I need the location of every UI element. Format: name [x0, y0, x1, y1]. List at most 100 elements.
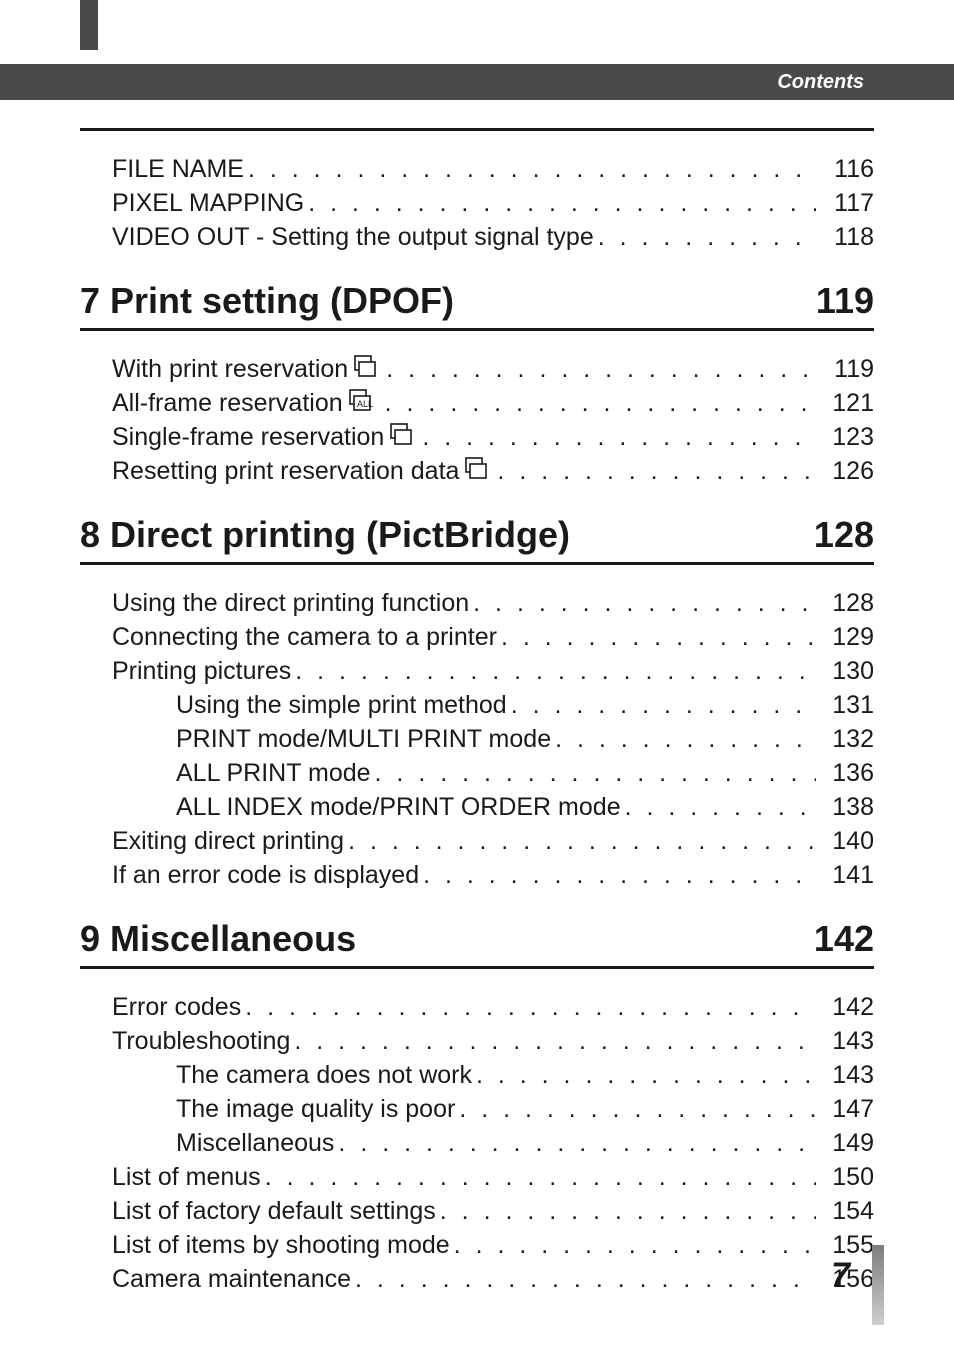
toc-page: 147 — [820, 1095, 874, 1124]
toc-dots — [355, 1265, 816, 1294]
print-all-icon: ALL — [347, 389, 377, 411]
toc-line: Single-frame reservation 123 — [80, 423, 874, 452]
toc-line: Miscellaneous149 — [80, 1129, 874, 1158]
toc-label: Resetting print reservation data — [112, 457, 459, 486]
toc-line: PRINT mode/MULTI PRINT mode132 — [80, 725, 874, 754]
toc-line: Printing pictures 130 — [80, 657, 874, 686]
toc-dots — [459, 1095, 816, 1124]
toc-line: PIXEL MAPPING 117 — [80, 189, 874, 218]
toc-page: 116 — [820, 155, 874, 184]
toc-line: The image quality is poor147 — [80, 1095, 874, 1124]
toc-page: 126 — [820, 457, 874, 486]
toc-page: 117 — [820, 189, 874, 218]
toc-line: Connecting the camera to a printer129 — [80, 623, 874, 652]
chapter-page: 119 — [816, 280, 874, 322]
toc-page: 142 — [820, 993, 874, 1022]
toc-dots — [422, 423, 816, 452]
chapter-head: 8 Direct printing (PictBridge) 128 — [80, 514, 874, 565]
footer-side-bar — [872, 1245, 884, 1325]
toc-dots — [598, 223, 816, 252]
header-label: Contents — [777, 71, 864, 94]
toc-label: FILE NAME — [112, 155, 244, 184]
top-tab-decoration — [80, 0, 98, 50]
toc-label: VIDEO OUT - Setting the output signal ty… — [112, 223, 594, 252]
svg-text:ALL: ALL — [357, 399, 373, 409]
chapter-head: 9 Miscellaneous 142 — [80, 918, 874, 969]
toc-label: Camera maintenance — [112, 1265, 351, 1294]
chapter-title: 7 Print setting (DPOF) — [80, 280, 816, 322]
toc-page: 154 — [820, 1197, 874, 1226]
toc-page: 130 — [820, 657, 874, 686]
toc-line: With print reservation 119 — [80, 355, 874, 384]
toc-page: 118 — [820, 223, 874, 252]
toc-label: List of factory default settings — [112, 1197, 436, 1226]
chapter-7: 7 Print setting (DPOF) 119 With print re… — [80, 280, 874, 486]
toc-dots — [440, 1197, 816, 1226]
toc-label: Printing pictures — [112, 657, 291, 686]
toc-page: 140 — [820, 827, 874, 856]
toc-dots — [497, 457, 816, 486]
toc-dots — [385, 389, 816, 418]
toc-page: 143 — [820, 1061, 874, 1090]
chapter-title: 8 Direct printing (PictBridge) — [80, 514, 814, 556]
toc-dots — [625, 793, 816, 822]
footer: 7 — [831, 1256, 866, 1295]
chapter-8: 8 Direct printing (PictBridge) 128 Using… — [80, 514, 874, 890]
toc-dots — [386, 355, 816, 384]
chapter-title: 9 Miscellaneous — [80, 918, 814, 960]
toc-label: Using the simple print method — [176, 691, 507, 720]
toc-page: 121 — [820, 389, 874, 418]
toc-dots — [473, 589, 816, 618]
toc-label: ALL PRINT mode — [176, 759, 371, 788]
toc-line: VIDEO OUT - Setting the output signal ty… — [80, 223, 874, 252]
toc-line: If an error code is displayed141 — [80, 861, 874, 890]
toc-dots — [454, 1231, 816, 1260]
toc-dots — [555, 725, 816, 754]
toc-page: 131 — [820, 691, 874, 720]
toc-line: Using the simple print method 131 — [80, 691, 874, 720]
toc-dots — [501, 623, 816, 652]
toc-line: Resetting print reservation data 126 — [80, 457, 874, 486]
toc-dots — [295, 657, 816, 686]
toc-dots — [511, 691, 816, 720]
toc-dots — [476, 1061, 816, 1090]
toc-dots — [245, 993, 816, 1022]
toc-label: Using the direct printing function — [112, 589, 469, 618]
toc-dots — [423, 861, 816, 890]
toc-dots — [375, 759, 816, 788]
toc-line: ALL PRINT mode136 — [80, 759, 874, 788]
toc-dots — [248, 155, 816, 184]
toc-line: FILE NAME 116 — [80, 155, 874, 184]
toc-line: Camera maintenance156 — [80, 1265, 874, 1294]
toc-page: 128 — [820, 589, 874, 618]
toc-page: 119 — [820, 355, 874, 384]
toc-page: 150 — [820, 1163, 874, 1192]
toc-label: ALL INDEX mode/PRINT ORDER mode — [176, 793, 621, 822]
toc-page: 129 — [820, 623, 874, 652]
toc-line: List of items by shooting mode155 — [80, 1231, 874, 1260]
toc-line: Exiting direct printing 140 — [80, 827, 874, 856]
print-single-icon — [463, 457, 489, 479]
toc-label: Single-frame reservation — [112, 423, 384, 452]
toc-dots — [348, 827, 816, 856]
chapter-page: 128 — [814, 514, 874, 556]
page: Contents FILE NAME 116 PIXEL MAPPING 117… — [0, 0, 954, 1345]
toc-page: 143 — [820, 1027, 874, 1056]
toc-line: The camera does not work 143 — [80, 1061, 874, 1090]
toc-line: Error codes142 — [80, 993, 874, 1022]
toc-page: 132 — [820, 725, 874, 754]
toc-label: All-frame reservation — [112, 389, 343, 418]
toc-line: Using the direct printing function 128 — [80, 589, 874, 618]
toc-line: List of factory default settings 154 — [80, 1197, 874, 1226]
toc-label: The camera does not work — [176, 1061, 472, 1090]
toc-dots — [294, 1027, 816, 1056]
toc-label: Exiting direct printing — [112, 827, 344, 856]
toc-label: Miscellaneous — [176, 1129, 334, 1158]
toc-line: Troubleshooting143 — [80, 1027, 874, 1056]
print-single-icon — [388, 423, 414, 445]
toc-dots — [338, 1129, 816, 1158]
toc-dots — [265, 1163, 816, 1192]
chapter-9: 9 Miscellaneous 142 Error codes142 Troub… — [80, 918, 874, 1294]
toc-label: With print reservation — [112, 355, 348, 384]
page-number: 7 — [831, 1256, 850, 1295]
